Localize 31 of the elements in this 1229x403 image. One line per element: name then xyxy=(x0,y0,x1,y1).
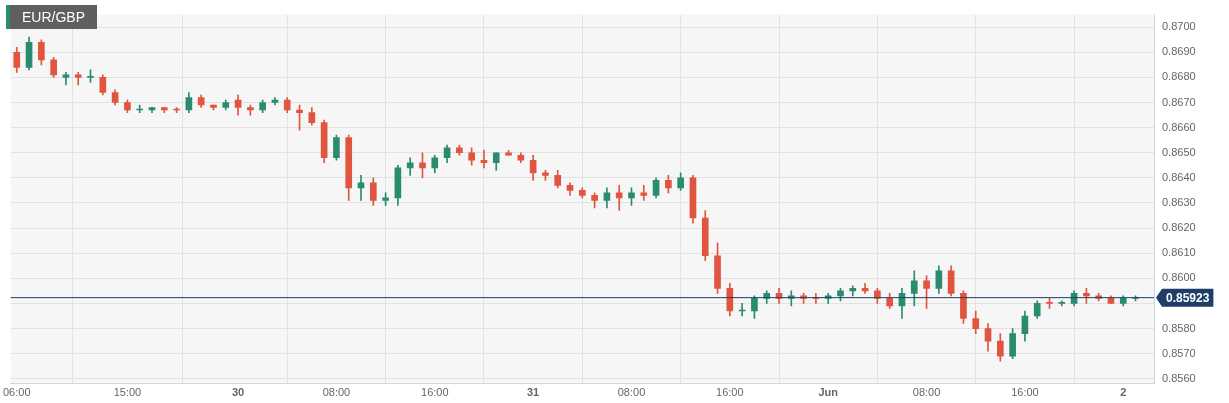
x-tick-label: 08:00 xyxy=(322,386,351,399)
y-tick-label: 0.8640 xyxy=(1162,170,1196,183)
candlestick xyxy=(640,185,648,201)
x-tick-label: 08:00 xyxy=(912,386,941,399)
x-tick-label: 15:00 xyxy=(113,386,142,399)
y-tick-label: 0.8620 xyxy=(1162,221,1196,234)
y-tick-label: 0.8580 xyxy=(1162,321,1196,334)
y-tick-label: 0.8630 xyxy=(1162,196,1196,208)
x-tick-label: 30 xyxy=(231,386,245,399)
y-tick-label: 0.8670 xyxy=(1162,95,1196,108)
y-tick-label: 0.8690 xyxy=(1162,45,1196,58)
ref-line-label: 0.85923 xyxy=(1166,290,1210,305)
x-tick-label: 16:00 xyxy=(716,386,744,399)
y-tick-label: 0.8560 xyxy=(1162,371,1196,384)
y-tick-label: 0.8680 xyxy=(1162,70,1196,83)
x-tick-label: 31 xyxy=(527,386,540,399)
x-tick-label: 08:00 xyxy=(617,386,646,399)
y-tick-label: 0.8650 xyxy=(1162,145,1196,158)
y-tick-label: 0.8700 xyxy=(1162,20,1196,33)
candlestick xyxy=(74,72,82,86)
x-tick-label: 2 xyxy=(1120,386,1127,399)
x-tick-label: 16:00 xyxy=(1011,386,1039,399)
y-tick-label: 0.8570 xyxy=(1162,346,1196,359)
x-tick-label: Jun xyxy=(818,386,839,399)
candlestick xyxy=(615,185,623,211)
x-tick-label: 06:00 xyxy=(3,386,31,399)
x-tick-label: 16:00 xyxy=(421,386,449,399)
y-tick-label: 0.8600 xyxy=(1162,271,1196,284)
y-tick-label: 0.8610 xyxy=(1162,246,1196,259)
y-tick-label: 0.8660 xyxy=(1162,120,1196,133)
chart-title: EUR/GBP xyxy=(6,5,98,29)
